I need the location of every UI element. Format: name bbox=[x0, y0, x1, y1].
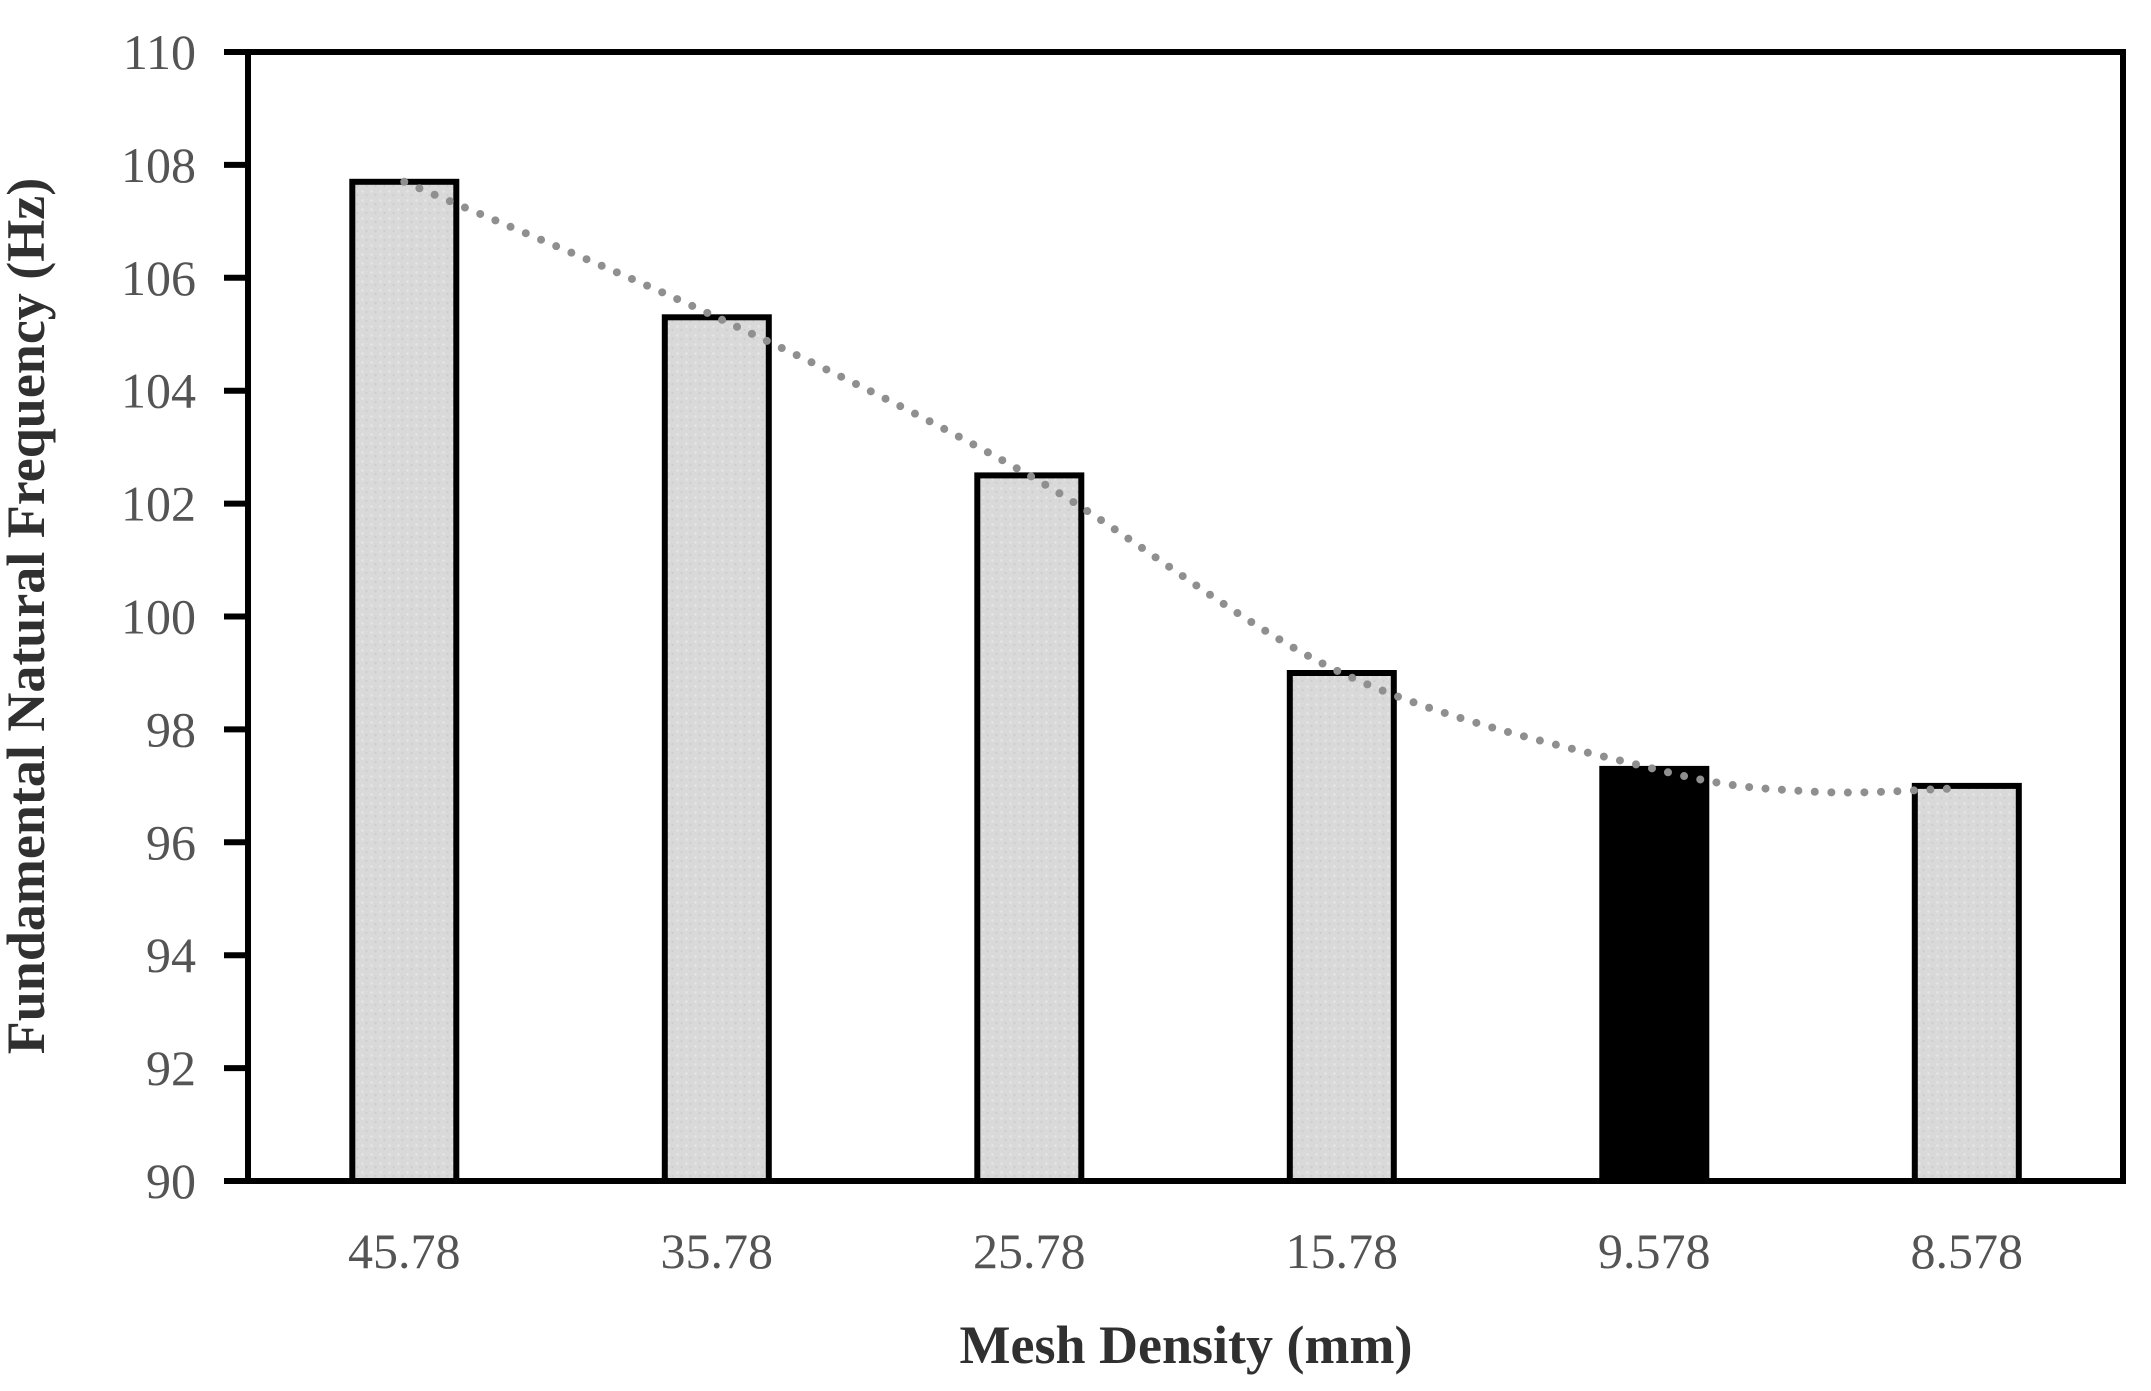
y-tick-label: 94 bbox=[146, 927, 196, 983]
bar bbox=[1911, 782, 2022, 1185]
bar bbox=[1286, 670, 1397, 1184]
x-axis-labels-group: 45.78 35.78 25.78 15.78 9.578 8.578 bbox=[348, 1223, 2023, 1279]
x-category-label: 9.578 bbox=[1598, 1223, 1711, 1279]
y-tick-label: 92 bbox=[146, 1040, 196, 1096]
x-axis-title: Mesh Density (mm) bbox=[960, 1315, 1413, 1375]
x-category-label: 15.78 bbox=[1286, 1223, 1399, 1279]
bar bbox=[974, 472, 1085, 1184]
y-tick-label: 90 bbox=[146, 1153, 196, 1209]
y-tick-label: 96 bbox=[146, 814, 196, 870]
bar bbox=[349, 178, 460, 1185]
y-tick-label: 106 bbox=[121, 250, 196, 306]
y-tick-label: 104 bbox=[121, 363, 196, 419]
y-tick-label: 110 bbox=[123, 24, 196, 80]
x-category-label: 25.78 bbox=[973, 1223, 1086, 1279]
y-tick-label: 100 bbox=[121, 589, 196, 645]
x-category-label: 45.78 bbox=[348, 1223, 461, 1279]
bar bbox=[661, 314, 772, 1184]
y-tick-label: 98 bbox=[146, 701, 196, 757]
y-tick-label: 102 bbox=[121, 476, 196, 532]
x-category-label: 8.578 bbox=[1911, 1223, 2024, 1279]
x-category-label: 35.78 bbox=[661, 1223, 774, 1279]
bar-highlighted bbox=[1599, 765, 1710, 1185]
y-axis-ticks-group bbox=[224, 49, 248, 1184]
plot-frame bbox=[245, 49, 2126, 1184]
bars-group bbox=[349, 178, 2022, 1185]
y-axis-title: Fundamental Natural Frequency (Hz) bbox=[0, 178, 56, 1054]
trendline-dotted bbox=[400, 177, 1956, 797]
y-tick-label: 108 bbox=[121, 137, 196, 193]
y-axis-labels-group: 110 108 106 104 102 100 98 96 94 92 90 bbox=[121, 24, 196, 1209]
